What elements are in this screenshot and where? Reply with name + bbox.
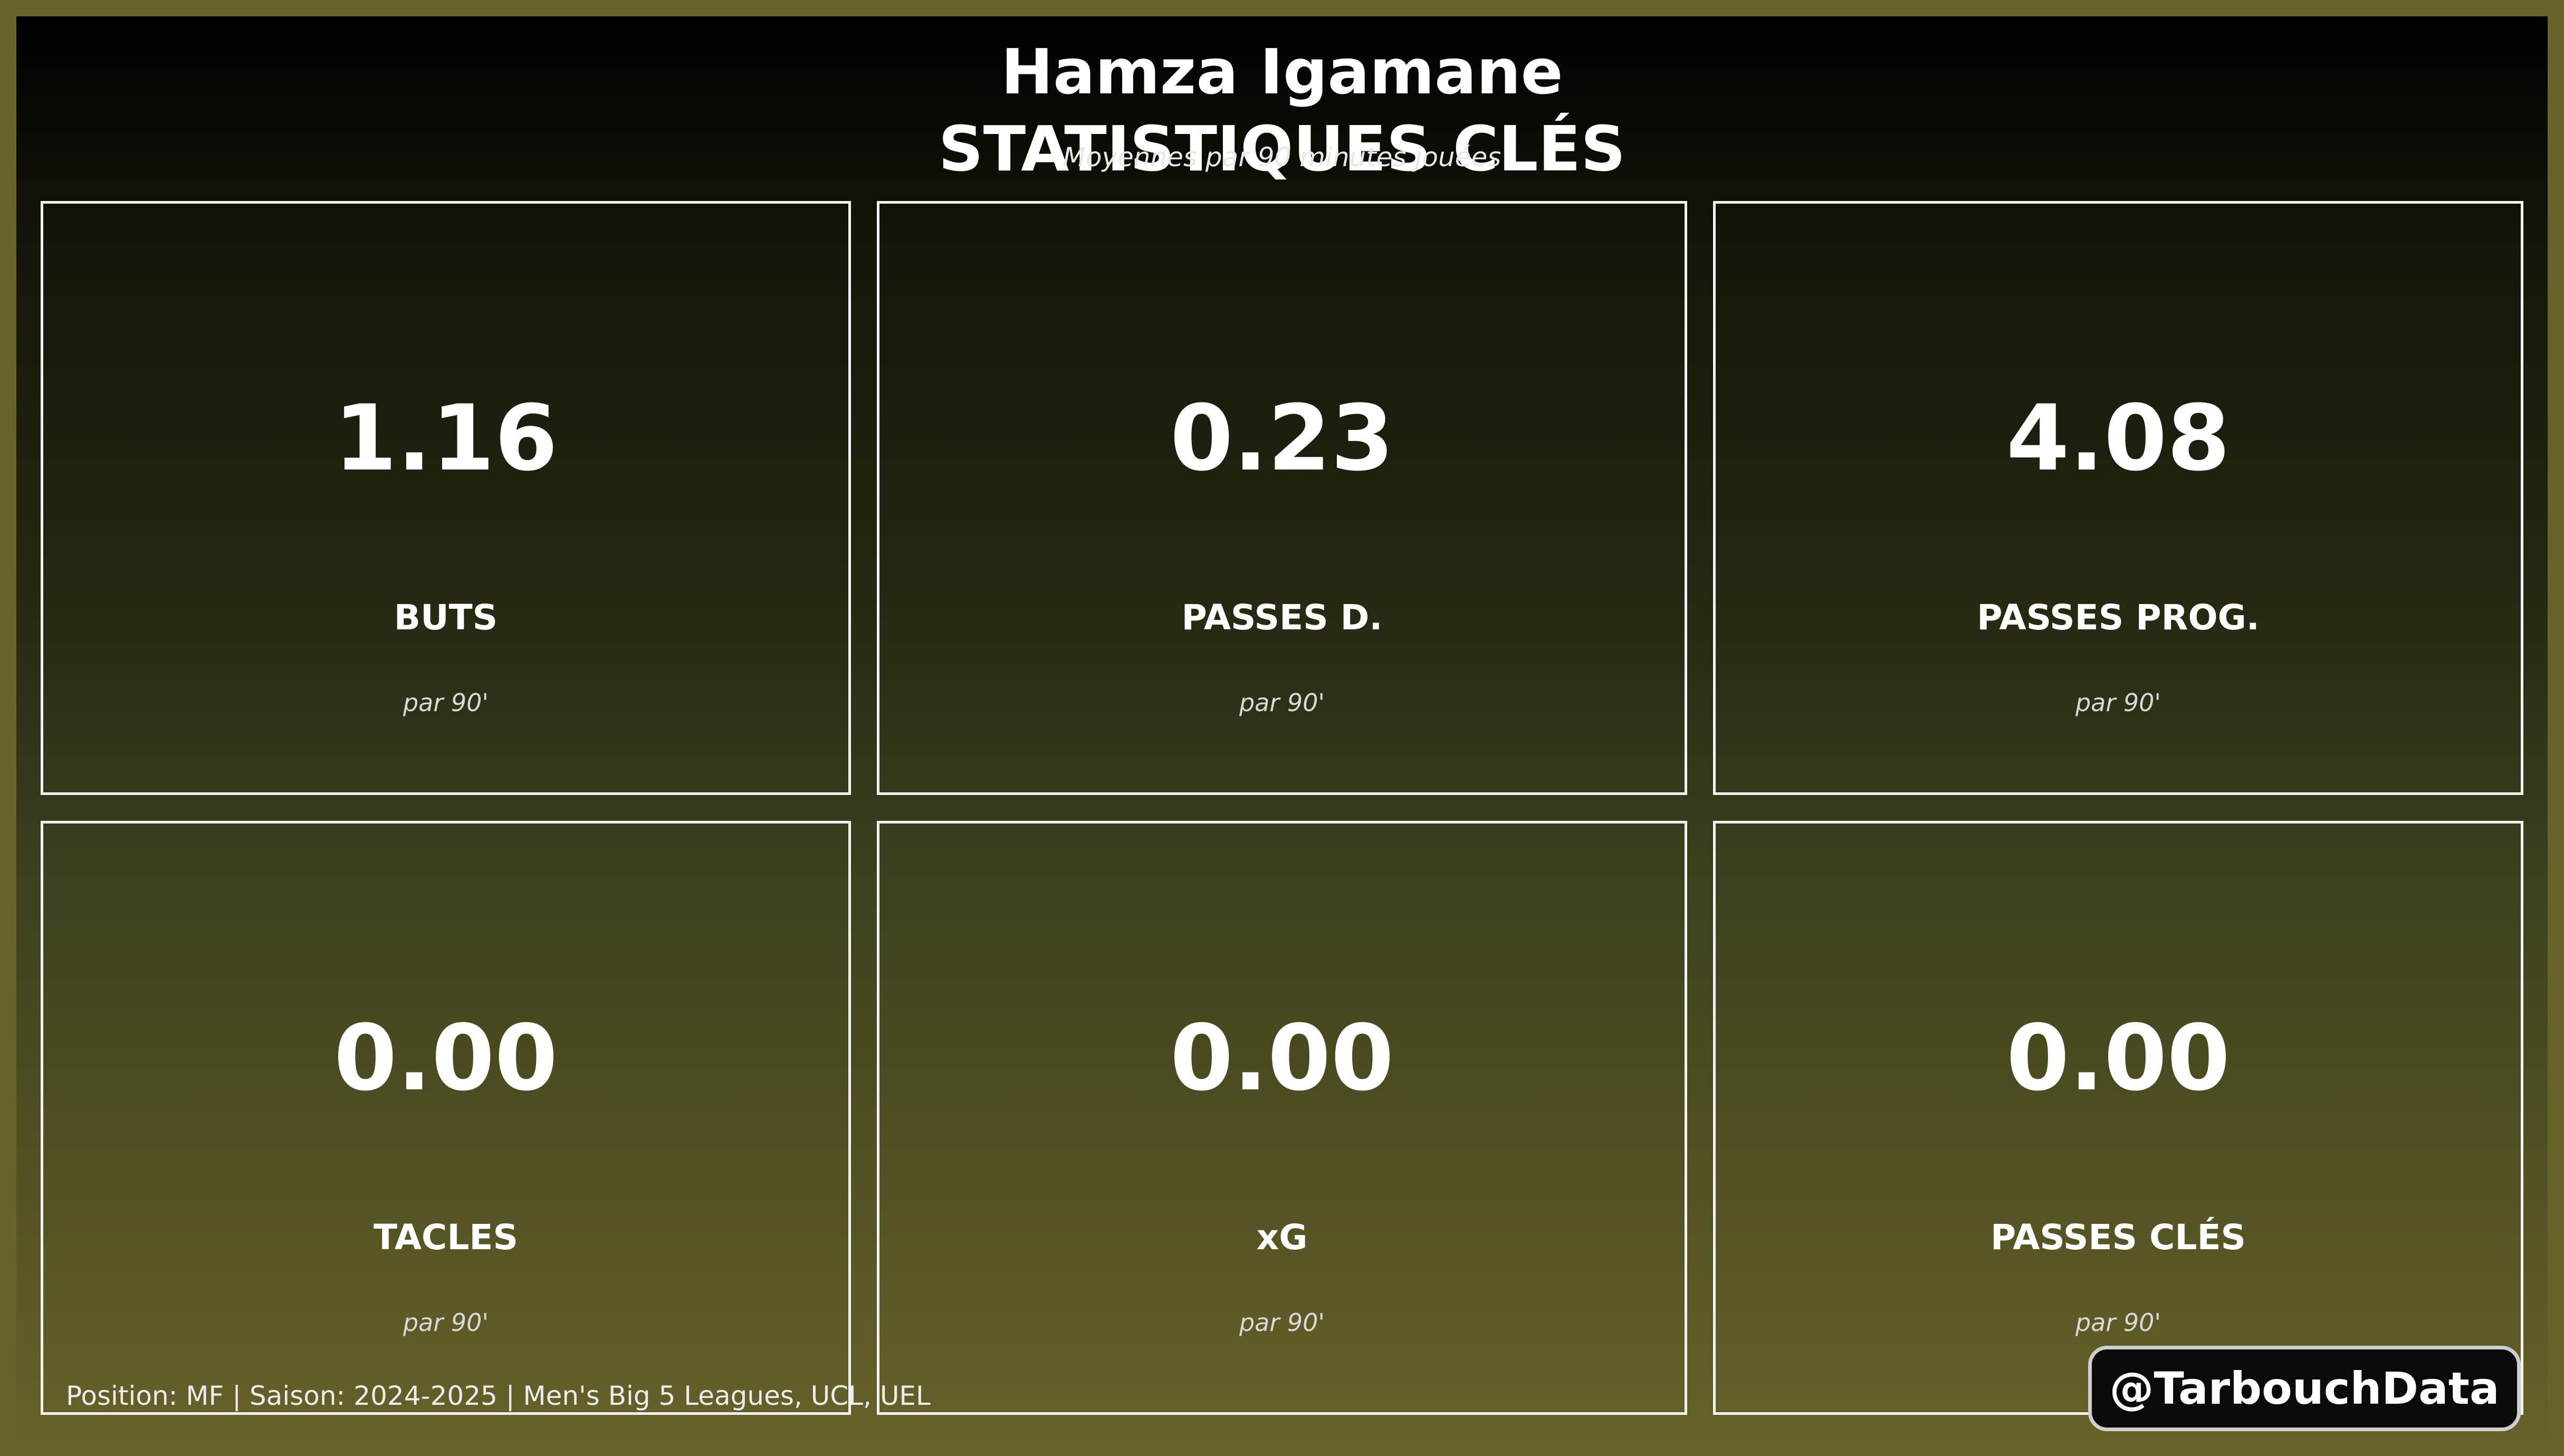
page-subtitle: Moyennes par 90 minutes jouées — [1063, 142, 1501, 173]
player-name: Hamza Igamane — [1001, 35, 1563, 108]
stat-label: TACLES — [373, 1217, 519, 1258]
stat-card-goals: 1.16 BUTS par 90' — [41, 201, 851, 795]
stat-unit: par 90' — [1239, 1308, 1325, 1337]
stat-value: 0.00 — [333, 1005, 558, 1111]
stat-label: BUTS — [394, 597, 498, 638]
stat-card-assists: 0.23 PASSES D. par 90' — [877, 201, 1687, 795]
stat-unit: par 90' — [403, 1308, 489, 1337]
stat-label: xG — [1256, 1217, 1308, 1258]
brand-handle-badge: @TarbouchData — [2088, 1346, 2521, 1431]
stat-unit: par 90' — [403, 688, 489, 717]
stat-value: 0.23 — [1170, 385, 1394, 491]
gradient-panel — [16, 16, 2548, 1440]
stat-card-key-passes: 0.00 PASSES CLÉS par 90' — [1713, 821, 2523, 1415]
stat-card-progressive-passes: 4.08 PASSES PROG. par 90' — [1713, 201, 2523, 795]
stat-unit: par 90' — [1239, 688, 1325, 717]
stat-unit: par 90' — [2075, 688, 2161, 717]
stat-label: PASSES PROG. — [1977, 597, 2260, 638]
stat-value: 0.00 — [2006, 1005, 2231, 1111]
stat-value: 4.08 — [2006, 385, 2231, 491]
stat-label: PASSES D. — [1181, 597, 1383, 638]
stat-card-tackles: 0.00 TACLES par 90' — [41, 821, 851, 1415]
stat-label: PASSES CLÉS — [1990, 1217, 2246, 1258]
stat-value: 1.16 — [333, 385, 558, 491]
page-title: STATISTIQUES CLÉS — [938, 112, 1626, 185]
stat-value: 0.00 — [1170, 1005, 1394, 1111]
footer-info: Position: MF | Saison: 2024-2025 | Men's… — [66, 1381, 931, 1411]
stat-card-xg: 0.00 xG par 90' — [877, 821, 1687, 1415]
stat-unit: par 90' — [2075, 1308, 2161, 1337]
